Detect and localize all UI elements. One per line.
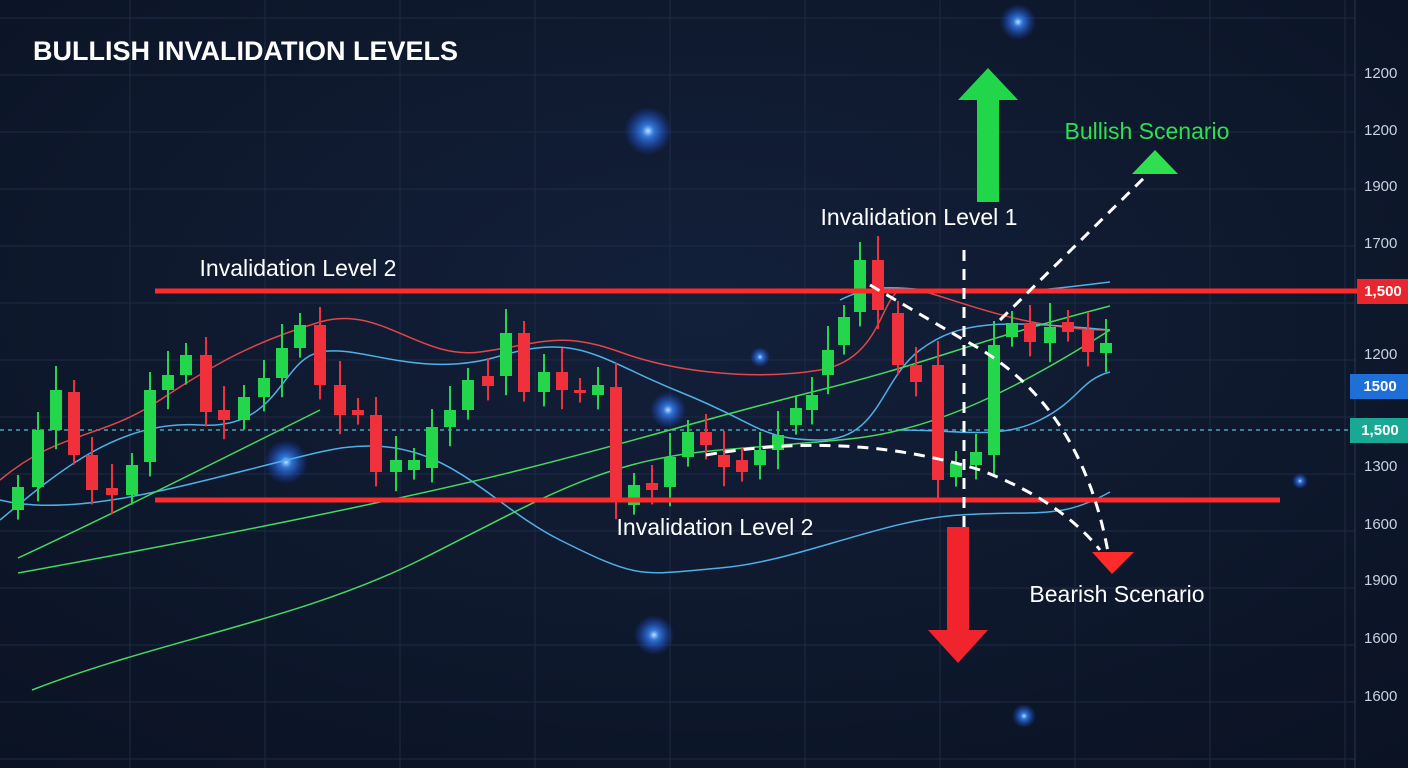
bearish-arrow — [928, 527, 988, 663]
candle-body — [444, 410, 456, 427]
axis-label: 1300 — [1364, 458, 1397, 475]
level2-label: Invalidation Level 2 — [617, 514, 814, 540]
candle-body — [892, 313, 904, 365]
price-tag-label: 1500 — [1363, 378, 1396, 395]
level2-label: Invalidation Level 2 — [200, 255, 397, 281]
candle-body — [556, 372, 568, 390]
candle-body — [180, 355, 192, 375]
candle-body — [12, 487, 24, 510]
candle-body — [574, 390, 586, 393]
axis-label: 1200 — [1364, 65, 1397, 82]
candle-body — [426, 427, 438, 468]
candle-body — [68, 392, 80, 455]
title: BULLISH INVALIDATION LEVELS — [33, 36, 458, 66]
axis-label: 1600 — [1364, 688, 1397, 705]
bearish-label: Bearish Scenario — [1029, 581, 1204, 607]
candle-body — [988, 345, 1000, 455]
level1-label: Invalidation Level 1 — [821, 204, 1018, 230]
moving-average — [17, 305, 1111, 574]
candle-body — [932, 365, 944, 480]
axis-label: 1600 — [1364, 516, 1397, 533]
candle-body — [646, 483, 658, 490]
moving-average — [899, 371, 1111, 434]
candle-body — [126, 465, 138, 495]
price-tag — [1357, 279, 1408, 304]
grid — [0, 0, 1355, 768]
candle-body — [200, 355, 212, 412]
candle-body — [872, 260, 884, 310]
axis-label: 1200 — [1364, 122, 1397, 139]
candle-body — [682, 432, 694, 457]
candle-body — [370, 415, 382, 472]
candle-body — [772, 435, 784, 450]
candle-body — [1082, 330, 1094, 352]
candle-body — [910, 365, 922, 382]
candle-body — [162, 375, 174, 390]
price-tag — [1350, 374, 1408, 399]
candle-body — [518, 333, 530, 392]
candle-body — [664, 457, 676, 487]
candle-body — [390, 460, 402, 472]
candle-body — [258, 378, 270, 397]
candle-body — [334, 385, 346, 415]
axis-label: 1900 — [1364, 572, 1397, 589]
axis-label: 1600 — [1364, 630, 1397, 647]
glows — [264, 4, 1308, 728]
arrow-head — [1132, 150, 1178, 174]
candle-body — [408, 460, 420, 470]
candle-body — [294, 325, 306, 348]
moving-average — [17, 409, 321, 559]
candle-body — [1100, 343, 1112, 353]
candle-body — [462, 380, 474, 410]
candle-body — [790, 408, 802, 425]
candle-body — [482, 376, 494, 386]
candle-body — [736, 460, 748, 472]
candle-body — [32, 430, 44, 487]
candle-body — [500, 333, 512, 376]
candle-body — [276, 348, 288, 378]
candle-body — [106, 488, 118, 495]
candle-body — [218, 410, 230, 420]
candle-body — [806, 395, 818, 410]
bullish-arrow — [958, 68, 1018, 202]
candle-body — [1006, 323, 1018, 337]
candles — [12, 236, 1112, 520]
price-tags: 1,500 1500 1,500 — [1350, 279, 1408, 443]
candle-body — [314, 325, 326, 385]
candle-body — [754, 450, 766, 465]
candle-body — [86, 455, 98, 490]
price-tag-label: 1,500 — [1364, 283, 1402, 300]
candle-body — [822, 350, 834, 375]
candle-body — [950, 463, 962, 477]
price-tag — [1350, 418, 1408, 443]
moving-average — [0, 323, 1111, 521]
arrow-head — [1092, 552, 1134, 574]
scenario-paths — [705, 170, 1152, 553]
candle-body — [610, 387, 622, 500]
candle-body — [1062, 322, 1074, 332]
bullish-label: Bullish Scenario — [1065, 118, 1230, 144]
price-tag-label: 1,500 — [1361, 422, 1399, 439]
candle-body — [144, 390, 156, 462]
candle-body — [538, 372, 550, 392]
candle-body — [838, 317, 850, 345]
candle-body — [700, 432, 712, 445]
moving-average — [0, 445, 1111, 574]
axis-label: 1900 — [1364, 178, 1397, 195]
candle-body — [238, 397, 250, 420]
candle-body — [970, 452, 982, 465]
candle-body — [352, 410, 364, 415]
axis-label: 1700 — [1364, 235, 1397, 252]
candle-body — [854, 260, 866, 312]
candle-body — [718, 455, 730, 467]
candle-body — [1044, 327, 1056, 343]
axis-label: 1200 — [1364, 346, 1397, 363]
candle-body — [592, 385, 604, 395]
candle-body — [1024, 323, 1036, 342]
candle-body — [50, 390, 62, 430]
price-axis: 1200 1200 1900 1700 1200 1300 1600 1900 1600 1600 — [1364, 65, 1397, 705]
